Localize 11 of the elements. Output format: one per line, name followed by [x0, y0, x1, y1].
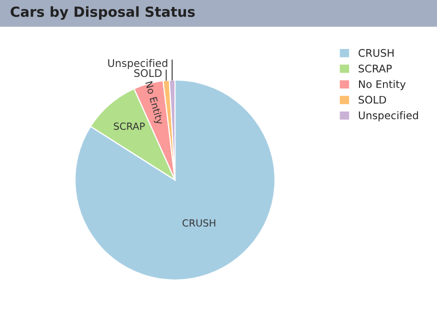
chart-title: Cars by Disposal Status	[10, 6, 195, 20]
slice-label: SCRAP	[114, 122, 145, 130]
slice-label: SOLD	[134, 69, 162, 78]
pie-slice	[74, 79, 276, 281]
legend-label: SCRAP	[358, 64, 392, 72]
slice-label: CRUSH	[182, 219, 216, 227]
legend-label: Unspecified	[358, 111, 418, 122]
legend-label: SOLD	[358, 96, 386, 104]
legend-label: CRUSH	[358, 48, 394, 57]
legend-label: No Entity	[359, 80, 406, 90]
slice-label: Unspecified	[108, 58, 168, 70]
